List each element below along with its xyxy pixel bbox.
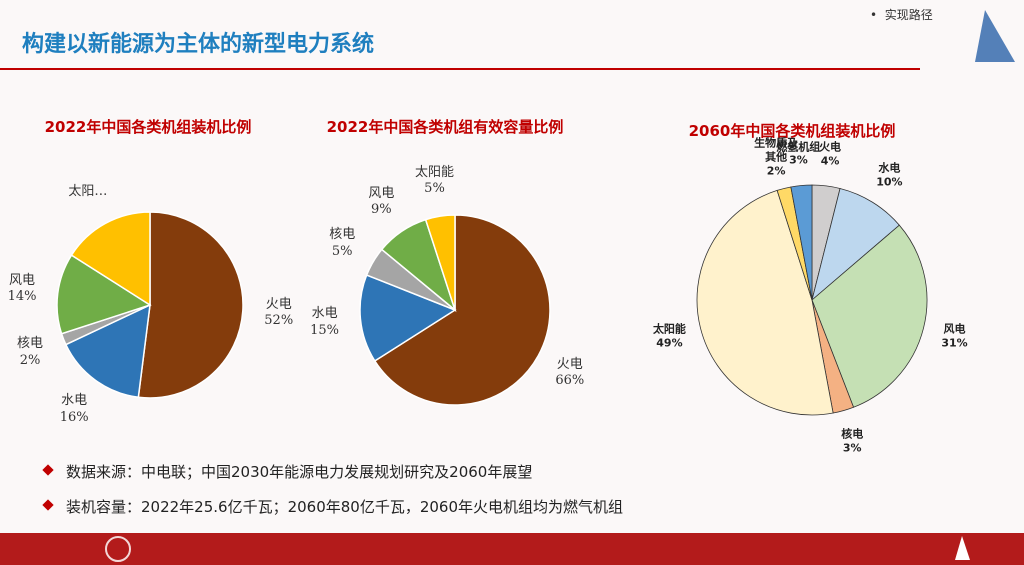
category-label: 太阳能 [652, 322, 686, 336]
category-label: 水电 [311, 306, 338, 322]
value-label: 2% [19, 352, 41, 368]
value-label: 31% [941, 335, 968, 349]
pie-slice [373, 214, 551, 406]
data-label: 核电 3% [841, 428, 863, 456]
data-label: 水电 16% [60, 393, 89, 426]
pie-slice [64, 303, 151, 399]
pie-slice [811, 224, 928, 408]
value-label: 2% [766, 164, 786, 178]
data-label: 太阳… [68, 184, 107, 200]
value-label: 9% [371, 201, 392, 217]
data-label: 风电 9% [368, 185, 394, 218]
category-label: 水电 [61, 393, 88, 409]
data-label: 火电 66% [555, 357, 584, 390]
pie-slice [696, 189, 834, 416]
value-label: 3% [789, 153, 808, 167]
data-label: 核电 2% [17, 336, 43, 369]
pie-slice [790, 184, 813, 301]
value-label: 3% [842, 441, 862, 455]
data-label: 火电 4% [819, 140, 841, 168]
chart-title: 2060年中国各类机组装机比例 [688, 122, 896, 140]
data-label: 核电 5% [329, 227, 355, 260]
value-label: 15% [310, 322, 340, 338]
category-label: 火电 [265, 296, 292, 312]
category-label: 风电 [943, 322, 966, 336]
category-label: 火电 [819, 140, 842, 154]
pie-slice [137, 211, 244, 399]
note: 数据来源：中电联；中国2030年能源电力发展规划研究及2060年展望 [66, 463, 533, 481]
data-label: 风电 14% [8, 273, 37, 306]
chart-title: 2022年中国各类机组装机比例 [44, 118, 252, 136]
note: 装机容量：2022年25.6亿千瓦；2060年80亿千瓦，2060年火电机组均为… [66, 498, 624, 516]
pie-slice [424, 214, 456, 311]
data-label: 水电 15% [310, 306, 339, 339]
value-label: 49% [656, 335, 683, 349]
category-label: 燃氢机组 [776, 139, 821, 153]
nav-text: 实现路径 [884, 8, 933, 22]
value-label: 5% [424, 180, 445, 196]
data-label: 太阳能 49% [653, 322, 686, 350]
chart-title: 2022年中国各类机组有效容量比例 [326, 118, 564, 136]
category-label: 太阳… [68, 183, 108, 199]
value-label: 4% [820, 154, 840, 168]
data-label: 水电 10% [876, 161, 902, 189]
value-label: 14% [7, 288, 37, 304]
category-label: 风电 [368, 185, 395, 201]
data-label: 火电 52% [264, 297, 293, 330]
value-label: 66% [555, 373, 585, 389]
category-label: 太阳能 [414, 164, 455, 180]
data-label: 生物质及其他 2% [751, 137, 801, 178]
pie-slice [56, 254, 152, 335]
data-label: 风电 31% [941, 322, 967, 350]
category-label: 生物质及其他 [754, 136, 799, 164]
value-label: 5% [331, 243, 353, 259]
slide-title: 构建以新能源为主体的新型电力系统 [22, 32, 375, 57]
data-label: 燃氢机组 3% [776, 140, 820, 168]
category-label: 核电 [329, 227, 356, 243]
nav-item: • 实现路径 [870, 8, 933, 22]
category-label: 核电 [17, 336, 44, 352]
category-label: 风电 [9, 272, 36, 288]
category-label: 火电 [556, 356, 583, 372]
value-label: 52% [264, 313, 294, 329]
value-label: 16% [59, 409, 89, 425]
data-label: 太阳能 5% [415, 164, 454, 197]
category-label: 核电 [841, 427, 864, 441]
pie-slice [359, 274, 457, 362]
pie-slice [70, 211, 151, 307]
category-label: 水电 [878, 161, 901, 175]
value-label: 10% [876, 175, 903, 189]
